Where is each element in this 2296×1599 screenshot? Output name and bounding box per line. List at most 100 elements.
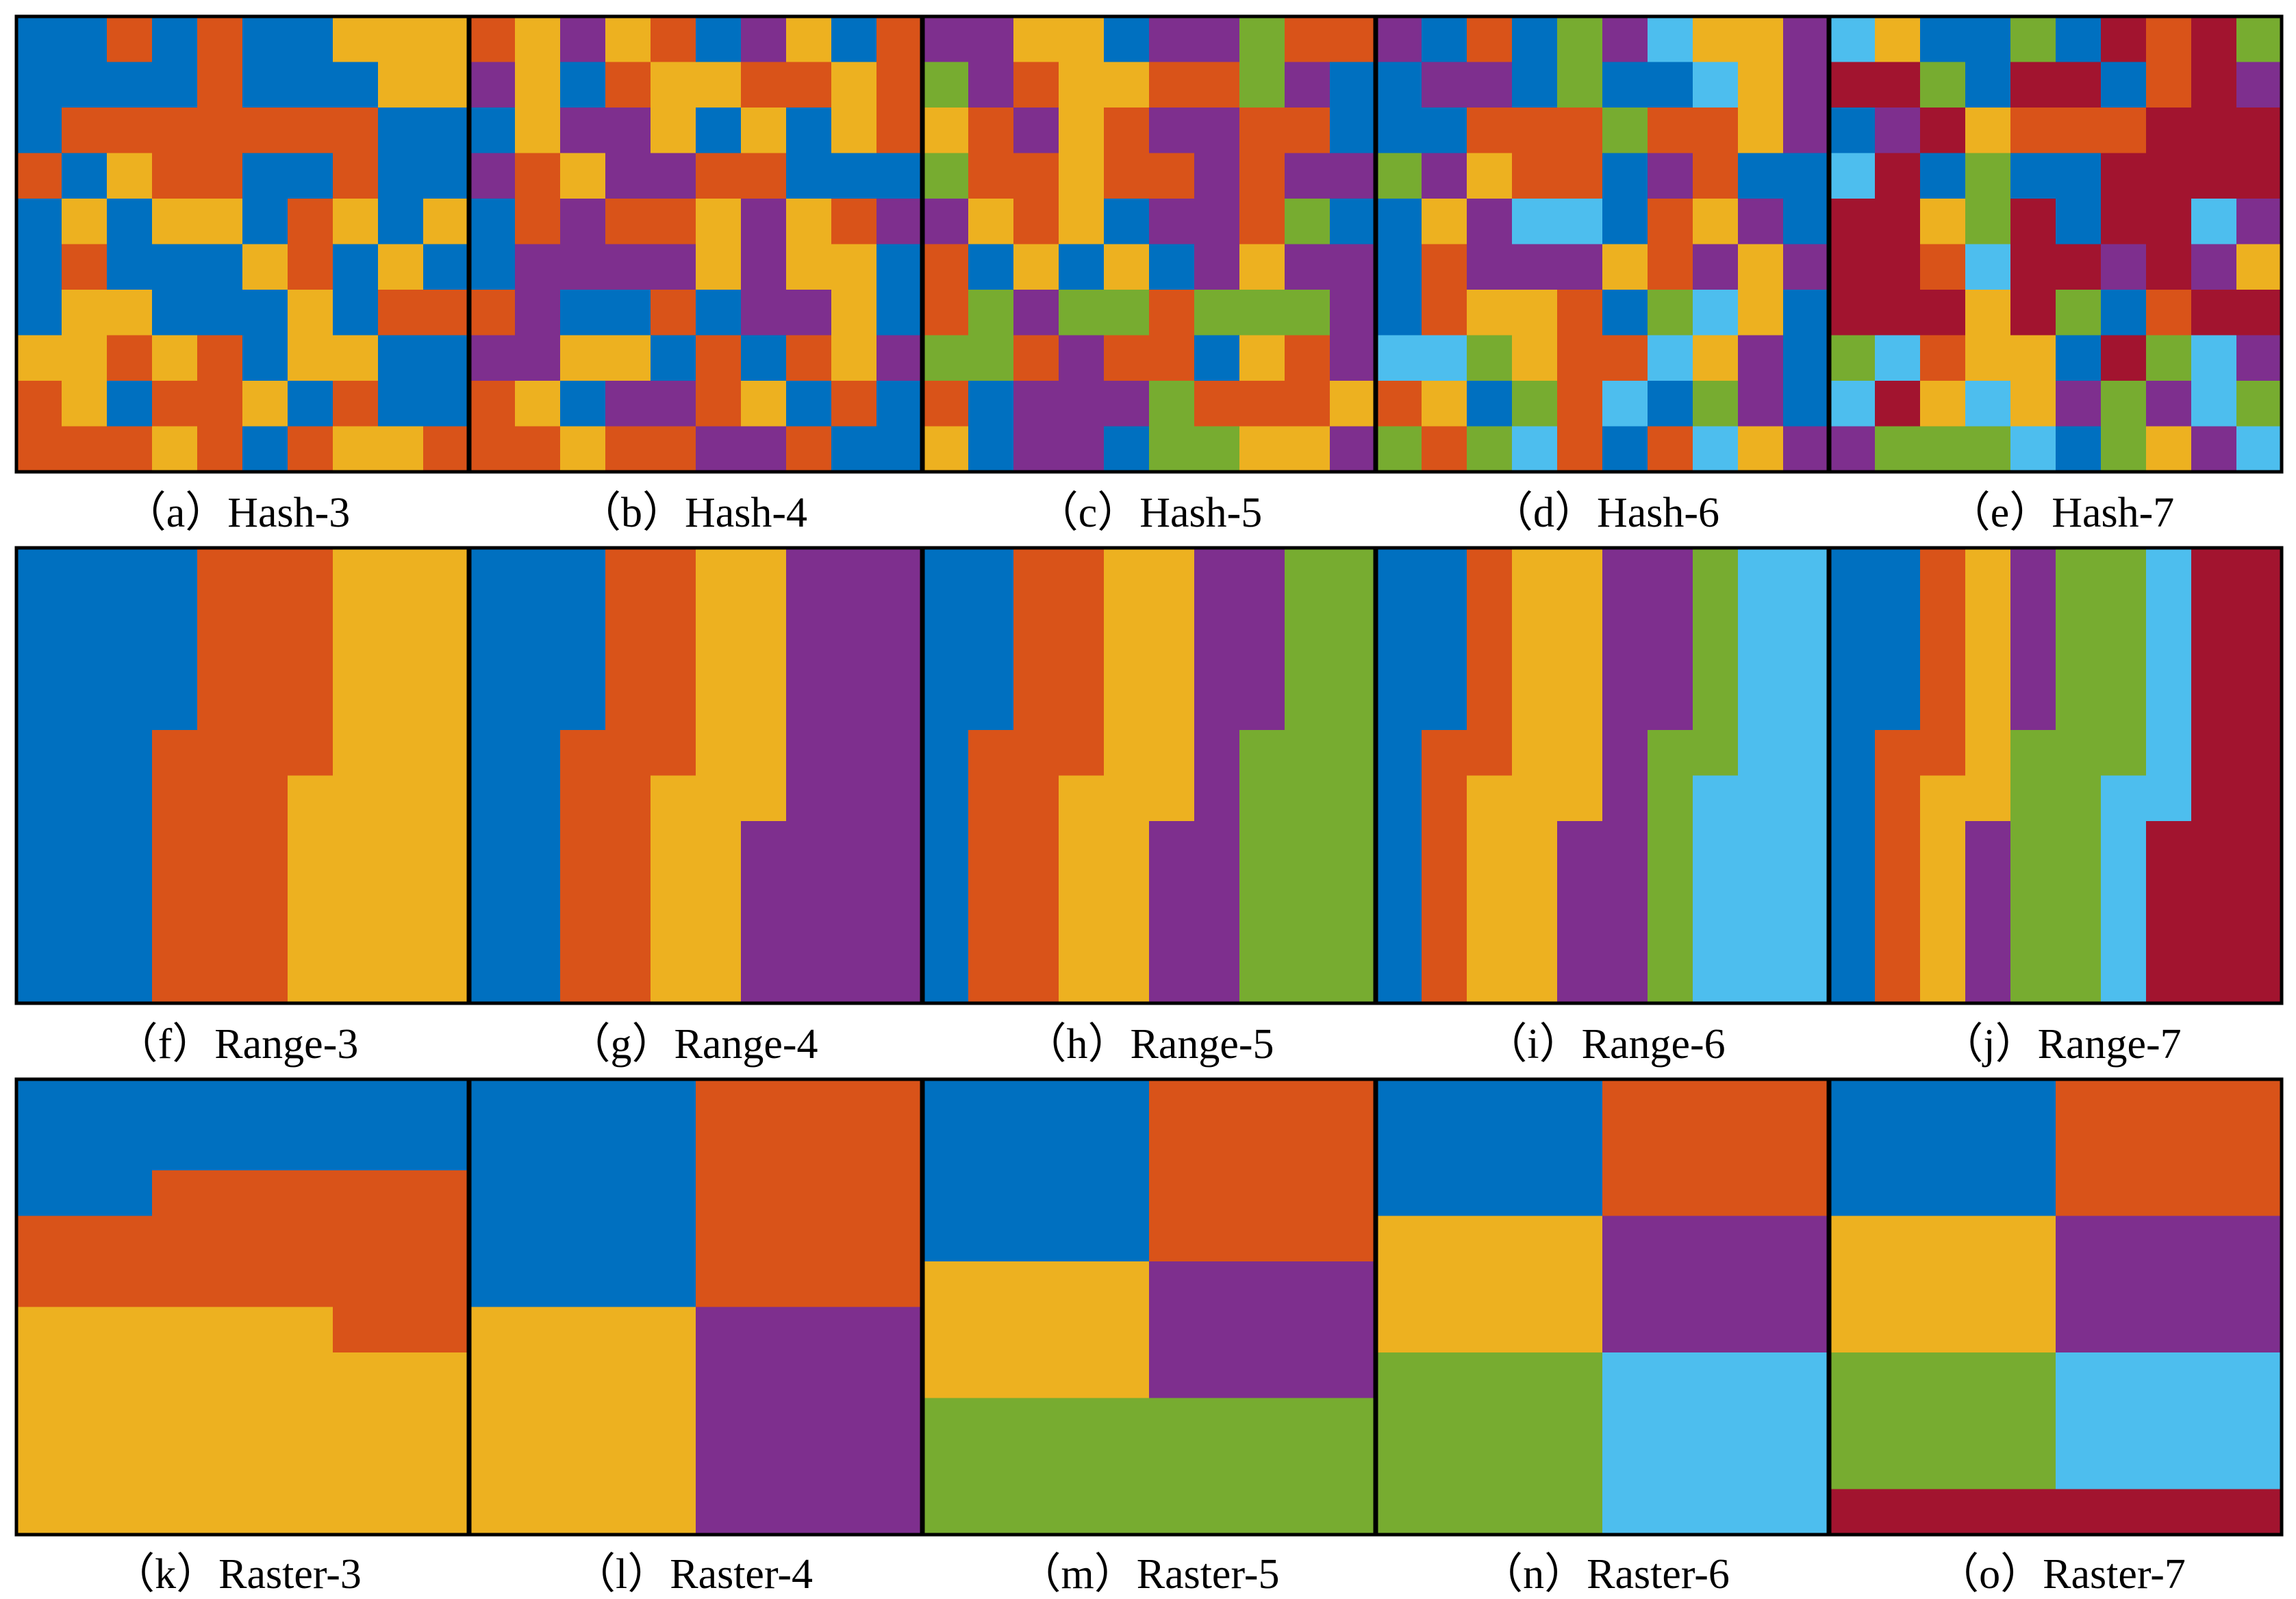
hash-cell: [1875, 153, 1921, 199]
raster-cell: [1965, 1307, 2011, 1353]
hash-cell: [1330, 108, 1376, 154]
hash-cell: [1557, 290, 1603, 336]
range-cell: [242, 639, 288, 685]
raster-cell: [876, 1352, 922, 1399]
raster-cell: [378, 1170, 424, 1217]
range-cell: [1693, 866, 1739, 913]
raster-cell: [197, 1444, 243, 1490]
raster-cell: [2056, 1261, 2102, 1308]
raster-cell: [1467, 1398, 1513, 1444]
range-cell: [423, 684, 469, 731]
raster-cell: [1875, 1124, 1921, 1171]
raster-cell: [62, 1124, 108, 1171]
raster-cell: [1330, 1307, 1376, 1353]
range-cell: [152, 866, 198, 913]
hash-cell: [1149, 381, 1195, 427]
hash-cell: [605, 153, 651, 199]
hash-cell: [560, 426, 606, 473]
range-cell: [1783, 684, 1829, 731]
hash-cell: [1648, 426, 1693, 473]
range-cell: [1557, 684, 1603, 731]
raster-cell: [651, 1444, 696, 1490]
raster-cell: [1648, 1444, 1693, 1490]
hash-cell: [2191, 244, 2237, 290]
hash-cell: [1239, 108, 1285, 154]
range-cell: [605, 730, 651, 777]
hash-cell: [2191, 16, 2237, 63]
raster-cell: [923, 1170, 969, 1217]
raster-cell: [1285, 1079, 1330, 1126]
hash-cell: [1467, 335, 1513, 381]
raster-cell: [242, 1216, 288, 1262]
range-cell: [1512, 957, 1558, 1004]
hash-cell: [1467, 426, 1513, 473]
raster-cell: [1149, 1079, 1195, 1126]
raster-cell: [1648, 1170, 1693, 1217]
hash-cell: [923, 108, 969, 154]
range-cell: [1693, 639, 1739, 685]
raster-cell: [1557, 1216, 1603, 1262]
raster-cell: [651, 1489, 696, 1535]
hash-cell: [288, 290, 333, 336]
range-cell: [1783, 548, 1829, 594]
range-cell: [1239, 684, 1285, 731]
raster-cell: [333, 1352, 379, 1399]
hash-cell: [515, 426, 561, 473]
range-cell: [1602, 912, 1648, 959]
raster-cell: [197, 1352, 243, 1399]
range-cell: [2146, 730, 2192, 777]
raster-cell: [333, 1079, 379, 1126]
raster-cell: [2236, 1261, 2282, 1308]
hash-cell: [16, 16, 62, 63]
range-cell: [242, 866, 288, 913]
raster-cell: [1104, 1352, 1150, 1399]
range-cell: [2101, 912, 2147, 959]
raster-cell: [470, 1124, 516, 1171]
range-cell: [605, 639, 651, 685]
raster-cell: [1239, 1352, 1285, 1399]
range-cell: [1557, 866, 1603, 913]
hash-cell: [1557, 153, 1603, 199]
range-cell: [2056, 957, 2102, 1004]
range-cell: [152, 684, 198, 731]
range-cell: [242, 548, 288, 594]
hash-cell: [2146, 244, 2192, 290]
range-cell: [560, 730, 606, 777]
raster-cell: [696, 1444, 742, 1490]
hash-cell: [1830, 335, 1876, 381]
hash-cell: [1330, 16, 1376, 63]
hash-cell: [1194, 16, 1240, 63]
raster-cell: [1965, 1216, 2011, 1262]
range-cell: [1013, 957, 1059, 1004]
hash-cell: [1875, 290, 1921, 336]
hash-cell: [923, 16, 969, 63]
raster-cell: [1285, 1444, 1330, 1490]
range-cell: [1239, 957, 1285, 1004]
range-cell: [651, 775, 696, 822]
hash-cell: [2101, 335, 2147, 381]
raster-cell: [786, 1307, 832, 1353]
range-cell: [107, 775, 153, 822]
raster-cell: [378, 1398, 424, 1444]
range-cell: [1875, 684, 1921, 731]
hash-cell: [560, 62, 606, 108]
hash-cell: [1467, 381, 1513, 427]
range-cell: [1330, 775, 1376, 822]
hash-cell: [197, 62, 243, 108]
range-cell: [651, 821, 696, 868]
raster-cell: [1965, 1398, 2011, 1444]
hash-cell: [876, 108, 922, 154]
raster-cell: [470, 1261, 516, 1308]
range-cell: [1376, 730, 1422, 777]
hash-cell: [1512, 290, 1558, 336]
range-cell: [107, 639, 153, 685]
raster-cell: [696, 1079, 742, 1126]
range-cell: [1330, 593, 1376, 640]
hash-cell: [2010, 335, 2056, 381]
hash-cell: [333, 16, 379, 63]
hash-cell: [1376, 153, 1422, 199]
raster-cell: [1830, 1170, 1876, 1217]
hash-cell: [1648, 244, 1693, 290]
range-cell: [62, 866, 108, 913]
